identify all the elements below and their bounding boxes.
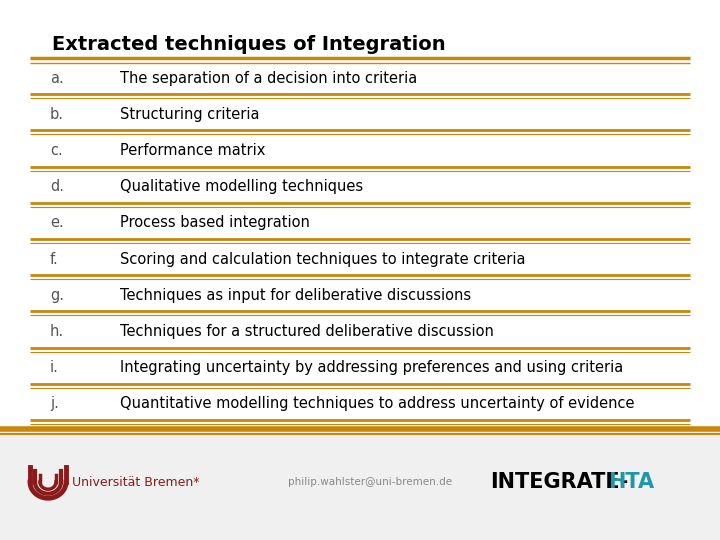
- Text: f.: f.: [50, 252, 59, 267]
- Text: Integrating uncertainty by addressing preferences and using criteria: Integrating uncertainty by addressing pr…: [120, 360, 624, 375]
- Text: c.: c.: [50, 143, 63, 158]
- Text: a.: a.: [50, 71, 64, 86]
- Text: Quantitative modelling techniques to address uncertainty of evidence: Quantitative modelling techniques to add…: [120, 396, 634, 411]
- Text: Techniques for a structured deliberative discussion: Techniques for a structured deliberative…: [120, 324, 494, 339]
- Text: Extracted techniques of Integration: Extracted techniques of Integration: [52, 35, 446, 54]
- Text: e.: e.: [50, 215, 64, 231]
- Bar: [0, 432, 720, 540]
- Text: INTEGRATE-: INTEGRATE-: [490, 472, 629, 492]
- Text: g.: g.: [50, 288, 64, 303]
- Text: The separation of a decision into criteria: The separation of a decision into criter…: [120, 71, 418, 86]
- Text: HTA: HTA: [608, 472, 654, 492]
- Text: d.: d.: [50, 179, 64, 194]
- Text: j.: j.: [50, 396, 59, 411]
- Text: Qualitative modelling techniques: Qualitative modelling techniques: [120, 179, 363, 194]
- Text: Process based integration: Process based integration: [120, 215, 310, 231]
- Text: h.: h.: [50, 324, 64, 339]
- Text: Techniques as input for deliberative discussions: Techniques as input for deliberative dis…: [120, 288, 471, 303]
- Text: b.: b.: [50, 107, 64, 122]
- Text: i.: i.: [50, 360, 59, 375]
- Text: Scoring and calculation techniques to integrate criteria: Scoring and calculation techniques to in…: [120, 252, 526, 267]
- Text: Performance matrix: Performance matrix: [120, 143, 266, 158]
- Text: Structuring criteria: Structuring criteria: [120, 107, 259, 122]
- Text: Universität Bremen*: Universität Bremen*: [72, 476, 199, 489]
- Text: philip.wahlster@uni-bremen.de: philip.wahlster@uni-bremen.de: [288, 477, 452, 487]
